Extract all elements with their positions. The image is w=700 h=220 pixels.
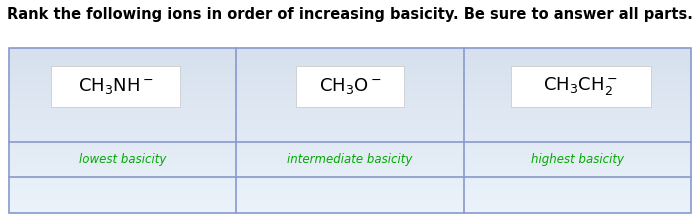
Text: $\mathsf{CH_3O^-}$: $\mathsf{CH_3O^-}$ (318, 77, 382, 96)
Text: $\mathsf{CH_3NH^-}$: $\mathsf{CH_3NH^-}$ (78, 77, 153, 96)
Text: highest basicity: highest basicity (531, 153, 624, 166)
Text: $\mathsf{CH_3CH_2^-}$: $\mathsf{CH_3CH_2^-}$ (543, 75, 618, 97)
Text: Rank the following ions in order of increasing basicity. Be sure to answer all p: Rank the following ions in order of incr… (7, 7, 693, 22)
Text: intermediate basicity: intermediate basicity (287, 153, 413, 166)
Text: lowest basicity: lowest basicity (79, 153, 167, 166)
